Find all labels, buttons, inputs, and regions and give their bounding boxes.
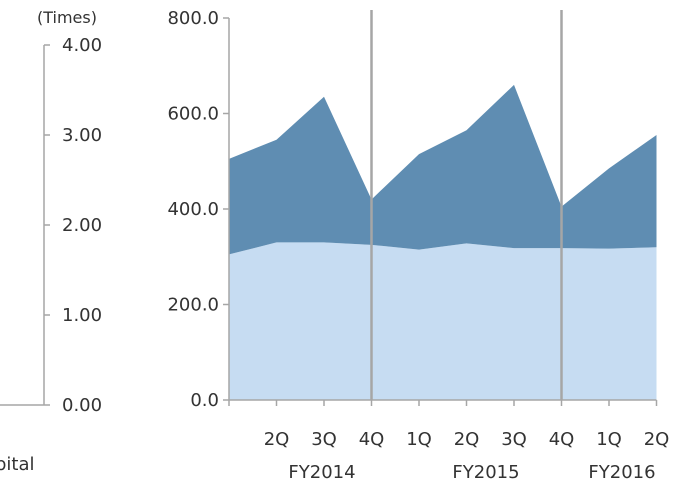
left-axis-tick-label: 4.00 [62,35,102,56]
left-axis-tick-label: 0.00 [62,395,102,416]
x-axis-tick-label: 4Q [359,429,385,450]
x-axis-tick-label: 4Q [549,429,575,450]
right-y-axis: 0.0 200.0 400.0 600.0 800.0 [167,8,230,411]
x-axis: 2Q 3Q 4Q 1Q 2Q 3Q 4Q 1Q 2Q FY2014 FY2015 FY2016 [228,399,670,483]
x-axis-tick-label: 1Q [596,429,622,450]
area-series-2 [229,84,657,255]
x-axis-tick-label: 3Q [311,429,337,450]
left-axis-tick-label: 2.00 [62,215,102,236]
left-y-axis: 0.00 1.00 2.00 3.00 4.00 [0,35,102,416]
fiscal-year-label: FY2014 [288,462,355,483]
fiscal-year-label: FY2015 [452,462,519,483]
fiscal-year-separators [370,10,563,400]
left-axis-unit: (Times) [37,8,97,27]
left-axis-tick-label: 3.00 [62,125,102,146]
right-axis-tick-label: 0.0 [190,390,219,411]
x-axis-tick-label: 2Q [454,429,480,450]
right-axis-tick-label: 800.0 [167,8,219,29]
fiscal-year-label: FY2016 [588,462,655,483]
x-axis-tick-label: 3Q [501,429,527,450]
x-axis-tick-label: 2Q [644,429,670,450]
left-axis-tick-label: 1.00 [62,305,102,326]
right-axis-tick-label: 200.0 [167,295,219,316]
partial-legend-text: pital [0,454,35,475]
x-axis-tick-label: 1Q [406,429,432,450]
area-series-1 [229,242,657,400]
right-axis-tick-label: 400.0 [167,199,219,220]
area-series-group [229,84,657,400]
right-axis-tick-label: 600.0 [167,104,219,125]
x-axis-tick-label: 2Q [264,429,290,450]
